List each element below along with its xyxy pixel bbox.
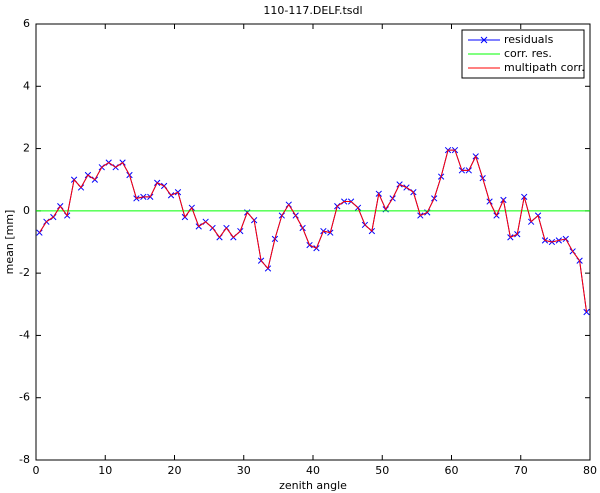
y-tick-label: -2 (19, 266, 30, 279)
series-line (39, 149, 588, 313)
x-tick-label: 50 (375, 464, 389, 477)
x-tick-label: 20 (168, 464, 182, 477)
y-tick-label: 2 (23, 142, 30, 155)
y-tick-label: 0 (23, 204, 30, 217)
x-axis-label: zenith angle (279, 479, 347, 492)
legend-marker (480, 36, 488, 44)
y-axis-label: mean [mm] (3, 210, 16, 275)
y-tick-label: -4 (19, 328, 30, 341)
x-tick-label: 0 (33, 464, 40, 477)
x-tick-label: 10 (98, 464, 112, 477)
plot-area (35, 23, 591, 461)
legend-label: multipath corr. (504, 61, 585, 74)
chart-title: 110-117.DELF.tsdl (263, 4, 362, 17)
x-tick-label: 40 (306, 464, 320, 477)
y-tick-label: 4 (23, 79, 30, 92)
x-tick-label: 70 (514, 464, 528, 477)
y-tick-label: -6 (19, 391, 30, 404)
legend-label: corr. res. (504, 47, 552, 60)
y-tick-label: 6 (23, 17, 30, 30)
y-tick-label: -8 (19, 453, 30, 466)
legend-label: residuals (504, 33, 554, 46)
x-tick-label: 60 (445, 464, 459, 477)
x-tick-label: 30 (237, 464, 251, 477)
x-tick-label: 80 (583, 464, 597, 477)
